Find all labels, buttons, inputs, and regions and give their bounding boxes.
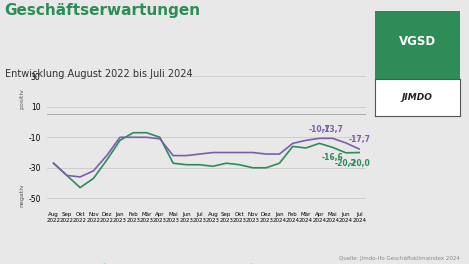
Text: -20,2: -20,2 — [335, 159, 357, 168]
Text: -13,7: -13,7 — [322, 125, 343, 134]
Text: -20,0: -20,0 — [348, 159, 370, 168]
Text: Quelle: Jimdo-Ifo Geschäftsklimaindex 2024: Quelle: Jimdo-Ifo Geschäftsklimaindex 20… — [339, 256, 460, 261]
Text: -16,6: -16,6 — [322, 153, 343, 162]
Text: Entwicklung August 2022 bis Juli 2024: Entwicklung August 2022 bis Juli 2024 — [5, 69, 192, 79]
Text: Geschäftserwartungen: Geschäftserwartungen — [5, 3, 201, 18]
Text: positiv: positiv — [19, 88, 24, 109]
Text: -10,7: -10,7 — [309, 125, 330, 134]
Legend: Solo- und Kleinstunternehmen (< 10 MA), Gesamtwirtschaft: Solo- und Kleinstunternehmen (< 10 MA), … — [97, 261, 316, 264]
Text: JIMDO: JIMDO — [402, 93, 433, 102]
Text: -17,7: -17,7 — [348, 135, 370, 144]
Text: VGSD: VGSD — [399, 35, 436, 48]
Text: negativ: negativ — [19, 183, 24, 207]
